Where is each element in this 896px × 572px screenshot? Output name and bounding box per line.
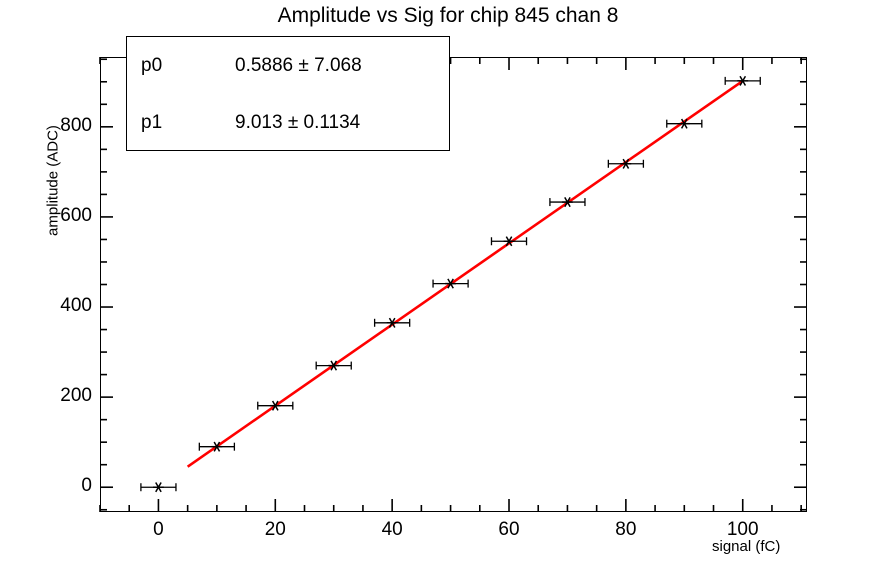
x-tick-label: 0 bbox=[153, 519, 164, 540]
y-tick-label: 800 bbox=[60, 114, 92, 136]
data-point bbox=[140, 482, 177, 493]
fit-param-value: 9.013 ± 0.1134 bbox=[235, 111, 361, 133]
fit-statistics-box: p0 0.5886 ± 7.068 p1 9.013 ± 0.1134 bbox=[126, 36, 450, 151]
fit-row: p0 0.5886 ± 7.068 bbox=[127, 37, 449, 94]
data-point bbox=[373, 317, 411, 328]
y-axis-title: amplitude (ADC) bbox=[44, 125, 62, 236]
data-point bbox=[198, 441, 236, 452]
data-point bbox=[666, 118, 703, 129]
y-tick-label: 400 bbox=[60, 295, 92, 317]
fit-line bbox=[186, 79, 744, 468]
fit-param-name: p1 bbox=[141, 111, 163, 133]
x-tick-label: 60 bbox=[498, 519, 520, 540]
data-point bbox=[257, 400, 294, 411]
chart-title: Amplitude vs Sig for chip 845 chan 8 bbox=[277, 4, 619, 27]
data-point bbox=[315, 360, 352, 371]
data-point bbox=[724, 75, 761, 86]
data-point bbox=[490, 236, 528, 247]
x-tick-label: 20 bbox=[264, 519, 286, 540]
y-tick-label: 0 bbox=[81, 475, 92, 497]
data-points bbox=[140, 75, 761, 493]
x-axis-title: signal (fC) bbox=[712, 538, 781, 555]
y-tick-label: 600 bbox=[60, 204, 92, 226]
x-tick-label: 80 bbox=[615, 519, 637, 540]
data-point bbox=[432, 278, 469, 289]
x-tick-label: 40 bbox=[381, 519, 403, 540]
fit-param-name: p0 bbox=[141, 54, 163, 76]
fit-row: p1 9.013 ± 0.1134 bbox=[127, 94, 449, 151]
data-point bbox=[607, 158, 645, 169]
y-tick-label: 200 bbox=[60, 385, 92, 407]
fit-param-value: 0.5886 ± 7.068 bbox=[235, 54, 362, 76]
x-tick-label: 100 bbox=[726, 519, 759, 540]
data-point bbox=[549, 197, 586, 208]
